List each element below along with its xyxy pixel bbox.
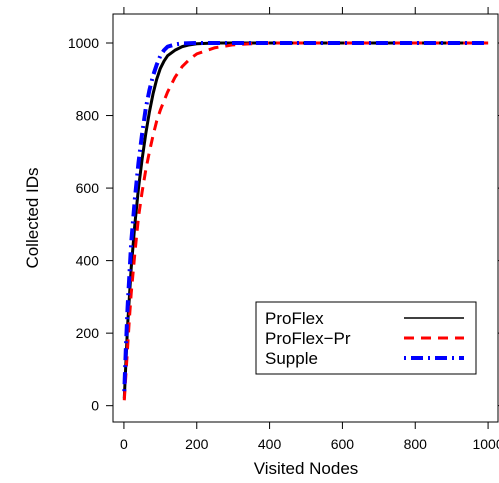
y-tick-label: 200 [76, 325, 100, 341]
x-tick-label: 200 [185, 436, 209, 452]
y-tick-label: 0 [91, 398, 99, 414]
series-line-3 [122, 41, 489, 392]
y-tick-label: 800 [76, 108, 100, 124]
y-tick-label: 400 [76, 253, 100, 269]
x-tick-label: 0 [120, 436, 128, 452]
x-axis-ticks: 0 200 400 600 800 1000 [120, 7, 499, 452]
x-tick-label: 800 [404, 436, 428, 452]
legend-label: ProFlex [265, 309, 324, 328]
y-tick-label: 1000 [68, 35, 99, 51]
plot-frame [112, 13, 499, 423]
x-tick-label: 400 [258, 436, 282, 452]
y-axis-ticks: 0 200 400 600 800 1000 [68, 35, 499, 414]
legend-label: Supple [265, 349, 318, 368]
plot-border [112, 13, 499, 423]
y-tick-label: 600 [76, 180, 100, 196]
legend-label: ProFlex−Pr [265, 329, 351, 348]
x-tick-label: 600 [331, 436, 355, 452]
x-axis-label: Visited Nodes [254, 459, 359, 478]
series-layer [122, 41, 489, 401]
y-axis-label: Collected IDs [23, 167, 42, 268]
x-tick-label: 1000 [472, 436, 499, 452]
